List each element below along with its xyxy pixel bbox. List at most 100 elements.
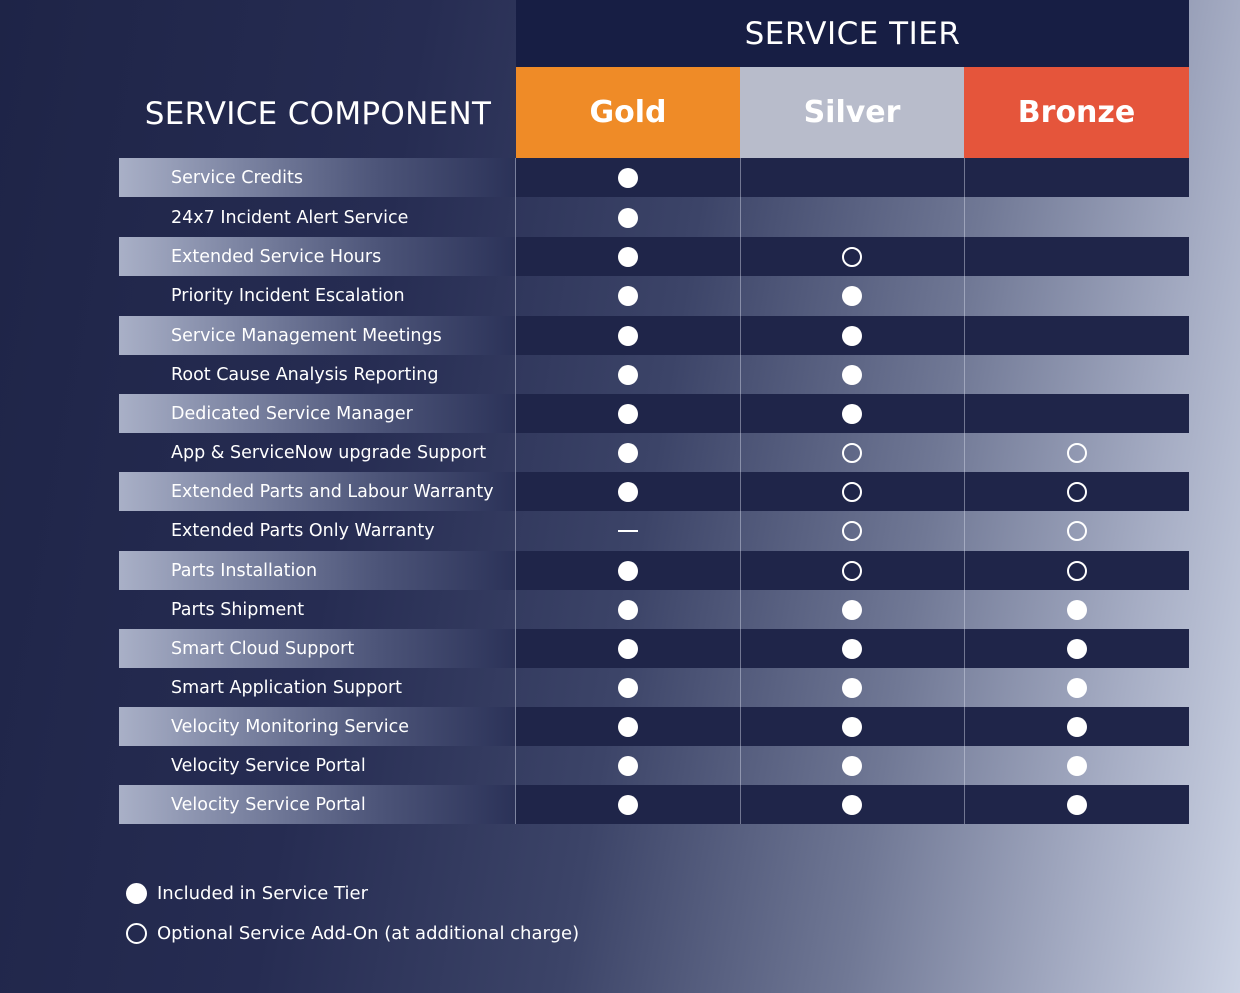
- tier-cell-silver: [740, 355, 964, 394]
- tier-cell-gold: [516, 707, 740, 746]
- included-dot-icon: [842, 403, 862, 424]
- column-divider: [515, 158, 516, 824]
- included-dot-icon: [126, 883, 147, 904]
- included-dot-icon: [842, 599, 862, 620]
- table-row: Parts Installation: [119, 551, 1189, 590]
- included-dot-icon: [842, 638, 862, 659]
- tier-cell-bronze: [964, 668, 1189, 707]
- tier-cell-gold: [516, 276, 740, 315]
- table-row: Smart Cloud Support: [119, 629, 1189, 668]
- optional-dot-icon: [842, 246, 862, 267]
- included-dot-icon: [618, 560, 638, 581]
- included-dot-icon: [618, 794, 638, 815]
- column-divider: [740, 158, 741, 824]
- optional-dot-icon: [1066, 481, 1087, 502]
- tier-cell-bronze: [964, 472, 1189, 511]
- tier-cell-silver: [740, 394, 964, 433]
- included-dot-icon: [618, 442, 638, 463]
- included-dot-icon: [618, 207, 638, 228]
- tier-cell-silver: [740, 629, 964, 668]
- included-dot-icon: [618, 716, 638, 737]
- tier-cell-gold: [516, 472, 740, 511]
- table-row: Dedicated Service Manager: [119, 394, 1189, 433]
- tier-cell-bronze: [964, 629, 1189, 668]
- tier-cell-bronze: [964, 551, 1189, 590]
- included-dot-icon: [618, 403, 638, 424]
- table-row: 24x7 Incident Alert Service: [119, 198, 1189, 237]
- tier-cell-bronze: [964, 316, 1189, 355]
- optional-dot-icon: [126, 923, 147, 944]
- legend-included-label: Included in Service Tier: [157, 883, 368, 904]
- service-component-name: Extended Service Hours: [119, 237, 515, 276]
- optional-dot-icon: [842, 442, 862, 463]
- service-component-name: 24x7 Incident Alert Service: [171, 207, 409, 228]
- included-dot-icon: [842, 364, 862, 385]
- service-component-name: Velocity Monitoring Service: [119, 707, 515, 746]
- tier-cell-gold: [516, 629, 740, 668]
- table-row: App & ServiceNow upgrade Support: [119, 433, 1189, 472]
- tier-cell-gold: [516, 237, 740, 276]
- tier-cell-silver: [740, 551, 964, 590]
- tier-cell-bronze: [964, 707, 1189, 746]
- service-component-name: Service Credits: [119, 158, 515, 197]
- column-divider: [964, 158, 965, 824]
- included-dot-icon: [842, 325, 862, 346]
- tier-cell-silver: [740, 785, 964, 824]
- tier-cell-silver: [740, 158, 964, 197]
- included-dot-icon: [1066, 794, 1087, 815]
- included-dot-icon: [1066, 599, 1087, 620]
- tier-cell-gold: [516, 746, 740, 785]
- tier-cell-silver: [740, 511, 964, 550]
- table-row: Root Cause Analysis Reporting: [119, 355, 1189, 394]
- optional-dot-icon: [842, 560, 862, 581]
- service-component-name: Smart Cloud Support: [119, 629, 515, 668]
- table-row: Velocity Monitoring Service: [119, 707, 1189, 746]
- tier-cell-bronze: [964, 590, 1189, 629]
- included-dot-icon: [618, 638, 638, 659]
- included-dot-icon: [842, 755, 862, 776]
- service-component-name: Velocity Service Portal: [119, 785, 515, 824]
- not-applicable-dash-icon: [618, 529, 638, 532]
- tier-cell-gold: [516, 433, 740, 472]
- included-dot-icon: [618, 364, 638, 385]
- table-row: Service Management Meetings: [119, 316, 1189, 355]
- included-dot-icon: [618, 167, 638, 188]
- tier-cell-bronze: [964, 276, 1189, 315]
- tier-cell-bronze: [964, 237, 1189, 276]
- tier-cell-gold: [516, 551, 740, 590]
- included-dot-icon: [1066, 755, 1087, 776]
- table-row: Smart Application Support: [119, 668, 1189, 707]
- included-dot-icon: [1066, 716, 1087, 737]
- tier-cell-silver: [740, 472, 964, 511]
- tier-cell-bronze: [964, 511, 1189, 550]
- included-dot-icon: [1066, 677, 1087, 698]
- service-tier-header: SERVICE TIER: [516, 0, 1189, 67]
- tier-cell-bronze: [964, 785, 1189, 824]
- included-dot-icon: [842, 794, 862, 815]
- tier-bronze-header: Bronze: [964, 67, 1189, 158]
- tier-cell-silver: [740, 668, 964, 707]
- tier-cell-gold: [516, 511, 740, 550]
- included-dot-icon: [618, 677, 638, 698]
- service-component-name: Service Management Meetings: [119, 316, 515, 355]
- service-component-header: SERVICE COMPONENT: [144, 96, 492, 132]
- optional-dot-icon: [842, 520, 862, 541]
- tier-cell-silver: [740, 746, 964, 785]
- table-row: Extended Service Hours: [119, 237, 1189, 276]
- tier-cell-bronze: [964, 355, 1189, 394]
- tier-cell-silver: [740, 707, 964, 746]
- service-component-name: Root Cause Analysis Reporting: [171, 364, 439, 385]
- optional-dot-icon: [1066, 520, 1087, 541]
- included-dot-icon: [618, 481, 638, 502]
- table-row: Velocity Service Portal: [119, 785, 1189, 824]
- tier-cell-gold: [516, 590, 740, 629]
- service-component-name: Dedicated Service Manager: [119, 394, 515, 433]
- included-dot-icon: [618, 285, 638, 306]
- service-component-name: Parts Installation: [119, 551, 515, 590]
- tier-cell-silver: [740, 198, 964, 237]
- table-row: Priority Incident Escalation: [119, 276, 1189, 315]
- service-component-name: Extended Parts and Labour Warranty: [119, 472, 515, 511]
- tier-cell-bronze: [964, 746, 1189, 785]
- included-dot-icon: [618, 325, 638, 346]
- table-row: Extended Parts and Labour Warranty: [119, 472, 1189, 511]
